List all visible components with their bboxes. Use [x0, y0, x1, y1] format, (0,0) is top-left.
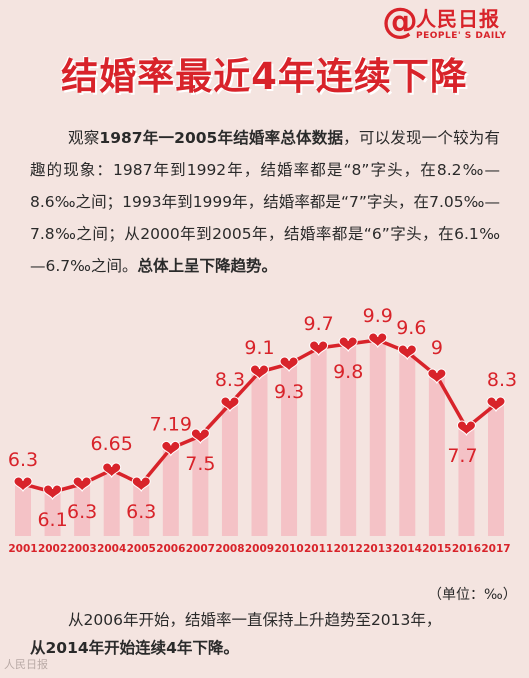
heart-marker-2008	[220, 396, 240, 413]
bar-2012	[340, 344, 357, 536]
watermark: 人民日报	[4, 658, 48, 671]
bar-2009	[251, 372, 268, 536]
year-label-2009: 2009	[245, 543, 274, 555]
value-label-2014: 9.6	[396, 317, 426, 339]
year-label-2006: 2006	[156, 543, 185, 555]
year-label-2003: 2003	[68, 543, 97, 555]
heart-marker-2001	[13, 476, 33, 493]
heart-marker-2003	[72, 476, 92, 493]
intro-bold-conclusion: 总体上呈下降趋势。	[137, 257, 277, 275]
value-label-2010: 9.3	[274, 381, 304, 403]
heart-marker-2015	[427, 368, 447, 385]
bar-2003	[74, 484, 91, 536]
heart-marker-2016	[456, 420, 476, 437]
value-label-2017: 8.3	[487, 369, 517, 391]
bar-2016	[458, 428, 475, 536]
heart-marker-2014	[397, 344, 417, 361]
people-daily-logo: @ 人民日报 PEOPLE' S DAILY	[382, 1, 526, 44]
intro-bold-period: 1987年一2005年结婚率总体数据	[99, 129, 344, 147]
year-label-2004: 2004	[97, 543, 126, 555]
year-label-2001: 2001	[8, 543, 37, 555]
heart-marker-2012	[338, 336, 358, 353]
heart-marker-2011	[309, 340, 329, 357]
value-labels: 6.36.1 6.36.656.37.197.58.39.19.39.79.89.…	[8, 305, 517, 531]
value-label-2012: 9.8	[333, 361, 363, 383]
bar-2007	[192, 436, 209, 536]
footer-line-2: 从2014年开始连续4年下降。	[30, 639, 239, 657]
year-label-2010: 2010	[274, 543, 303, 555]
year-label-2005: 2005	[127, 543, 156, 555]
bar-2004	[103, 470, 120, 536]
heart-marker-2005	[131, 476, 151, 493]
bar-2010	[281, 364, 298, 536]
value-label-2016: 7.7	[447, 445, 477, 467]
year-label-2013: 2013	[363, 543, 392, 555]
value-label-2003: 6.3	[67, 501, 97, 523]
intro-body: ，可以发现一个较为有趣的现象：1987年到1992年，结婚率都是“8”字头，在8…	[30, 129, 500, 275]
year-label-2007: 2007	[186, 543, 215, 555]
value-label-2015: 9	[431, 337, 443, 359]
year-label-2016: 2016	[452, 543, 481, 555]
intro-lead: 观察	[68, 129, 100, 147]
bar-group	[15, 340, 504, 536]
year-label-2014: 2014	[393, 543, 422, 555]
value-label-2005: 6.3	[126, 501, 156, 523]
bar-2002	[44, 492, 61, 536]
value-label-2011: 9.7	[304, 313, 334, 335]
bar-2015	[428, 376, 445, 536]
heart-marker-2002	[43, 484, 63, 501]
heart-marker-2007	[190, 428, 210, 445]
bar-2013	[369, 340, 386, 536]
bar-2014	[399, 352, 416, 536]
heart-marker-2009	[249, 364, 270, 381]
logo-cn-text: 人民日报	[416, 7, 500, 31]
logo-en-text: PEOPLE' S DAILY	[416, 31, 507, 41]
value-label-2004: 6.65	[91, 433, 133, 455]
value-label-2001: 6.3	[8, 449, 38, 471]
year-label-2008: 2008	[215, 543, 244, 555]
bar-2017	[488, 404, 504, 536]
bar-2006	[162, 448, 179, 536]
value-label-2013: 9.9	[363, 305, 393, 327]
year-label-2011: 2011	[304, 543, 333, 555]
footer-line-1: 从2006年开始，结婚率一直保持上升趋势至2013年，	[68, 611, 442, 629]
bar-2011	[310, 348, 327, 536]
value-label-2009: 9.1	[244, 337, 274, 359]
marriage-rate-chart: 6.36.1 6.36.656.37.197.58.39.19.39.79.89.…	[8, 305, 517, 555]
heart-marker-2006	[161, 440, 181, 457]
heart-marker-2010	[279, 356, 299, 373]
heart-marker-2013	[368, 332, 388, 349]
footer-text: 从2006年开始，结婚率一直保持上升趋势至2013年， 从2014年开始连续4年…	[30, 606, 510, 662]
year-label-2002: 2002	[38, 543, 67, 555]
heart-marker-2004	[102, 462, 122, 479]
year-label-2017: 2017	[481, 543, 510, 555]
at-sign-icon: @	[382, 1, 418, 42]
bar-2008	[221, 404, 238, 536]
year-label-2012: 2012	[334, 543, 363, 555]
heart-markers	[13, 332, 506, 501]
value-label-2007: 7.5	[185, 453, 215, 475]
year-label-2015: 2015	[422, 543, 451, 555]
year-labels: 2001 2002 2003 2004 2005 2006 2007 2008 2009 2010…	[8, 543, 510, 555]
intro-paragraph: 观察1987年一2005年结婚率总体数据，可以发现一个较为有趣的现象：1987年…	[30, 122, 500, 282]
bar-2001	[15, 484, 31, 536]
value-label-2002: 6.1	[37, 509, 67, 531]
value-label-2006: 7.19	[150, 413, 192, 435]
heart-marker-2017	[486, 396, 506, 413]
bar-2005	[133, 484, 150, 536]
page-title: 结婚率最近4年连续下降	[61, 55, 468, 98]
value-label-2008: 8.3	[215, 369, 245, 391]
unit-label: （单位：‰）	[428, 587, 517, 603]
